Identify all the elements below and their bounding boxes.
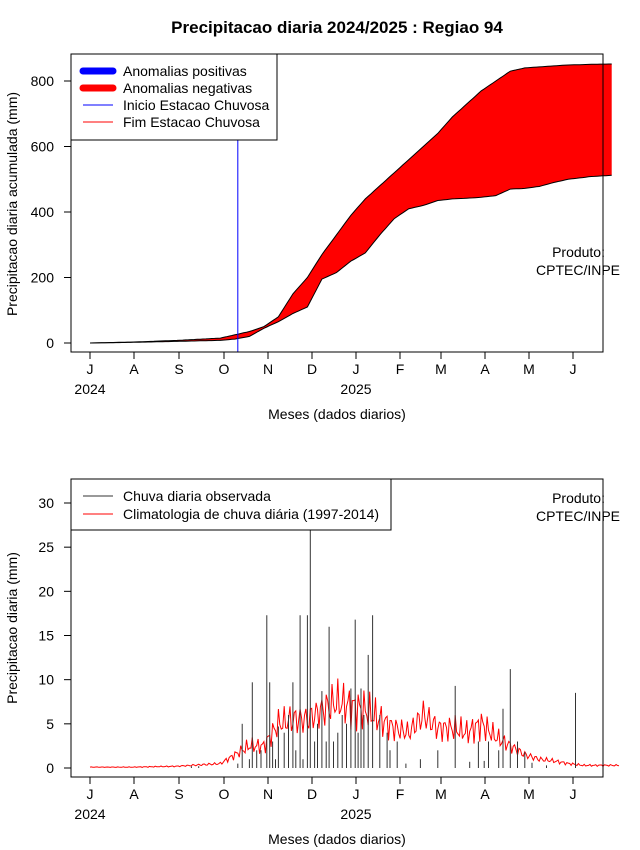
bottom-x-tick-label: J	[87, 786, 94, 802]
legend-label-end: Fim Estacao Chuvosa	[123, 114, 260, 130]
top-year-label: 2024	[74, 381, 105, 397]
top-y-axis-label: Precipitacao diaria acumulada (mm)	[4, 92, 20, 316]
top-chart-title: Precipitacao diaria 2024/2025 : Regiao 9…	[171, 18, 503, 37]
legend-label-start: Inicio Estacao Chuvosa	[123, 97, 270, 113]
top-product-source: CPTEC/INPE	[536, 262, 620, 278]
bottom-x-tick-label: M	[523, 786, 535, 802]
bottom-x-tick-label: F	[396, 786, 405, 802]
bottom-y-tick-label: 25	[38, 539, 54, 555]
top-x-tick-label: S	[174, 361, 183, 377]
top-x-tick-label: J	[353, 361, 360, 377]
bottom-y-tick-label: 5	[46, 716, 54, 732]
climatology-accumulated-line	[89, 63, 612, 344]
bottom-year-label: 2025	[340, 806, 371, 822]
bottom-x-tick-label: A	[480, 786, 490, 802]
top-y-axis: 0 200 400 600 800	[31, 73, 72, 351]
top-x-tick-label: A	[129, 361, 139, 377]
top-y-tick-label: 600	[31, 139, 55, 155]
top-legend: Anomalias positivas Anomalias negativas …	[70, 53, 278, 141]
top-x-tick-label: O	[219, 361, 230, 377]
top-x-tick-label: M	[523, 361, 535, 377]
bottom-y-tick-label: 30	[38, 495, 54, 511]
bottom-y-tick-label: 20	[38, 583, 54, 599]
top-y-tick-label: 400	[31, 204, 55, 220]
top-y-tick-label: 800	[31, 73, 55, 89]
climatology-daily-line	[89, 678, 620, 768]
top-x-axis: J A S O N D J F M A M J 2024 2025	[74, 351, 577, 397]
bottom-plot-area	[89, 529, 620, 768]
bottom-product-label: Produto:	[552, 490, 605, 506]
bottom-x-tick-label: A	[129, 786, 139, 802]
bottom-y-tick-label: 10	[38, 672, 54, 688]
bottom-product-source: CPTEC/INPE	[536, 508, 620, 524]
bottom-y-axis: 0 5 10 15 20 25 30	[38, 495, 72, 776]
bottom-x-tick-label: J	[353, 786, 360, 802]
top-x-tick-label: N	[263, 361, 273, 377]
top-x-tick-label: J	[570, 361, 577, 377]
bottom-x-axis-label: Meses (dados diarios)	[268, 831, 406, 847]
negative-anomaly-area	[90, 64, 612, 343]
observed-accumulated-line	[90, 174, 612, 344]
top-x-tick-label: M	[435, 361, 447, 377]
top-plot-area	[89, 63, 612, 352]
bottom-y-axis-label: Precipitacao diaria (mm)	[4, 552, 20, 704]
top-panel: Precipitacao diaria 2024/2025 : Regiao 9…	[4, 18, 620, 422]
top-y-tick-label: 0	[46, 335, 54, 351]
legend-label-climatology: Climatologia de chuva diária (1997-2014)	[123, 506, 379, 522]
bottom-y-tick-label: 15	[38, 628, 54, 644]
bottom-legend-box	[70, 478, 392, 531]
bottom-x-tick-label: O	[219, 786, 230, 802]
bottom-year-label: 2024	[74, 806, 105, 822]
bottom-x-tick-label: J	[570, 786, 577, 802]
legend-label-negative: Anomalias negativas	[123, 80, 252, 96]
bottom-y-tick-label: 0	[46, 760, 54, 776]
bottom-x-tick-label: S	[174, 786, 183, 802]
top-x-tick-label: D	[307, 361, 317, 377]
top-product-label: Produto:	[552, 244, 605, 260]
bottom-legend: Chuva diaria observada Climatologia de c…	[70, 478, 392, 531]
bottom-x-axis: J A S O N D J F M A M J 2024 2025	[74, 776, 577, 822]
bottom-x-tick-label: N	[263, 786, 273, 802]
top-x-tick-label: J	[87, 361, 94, 377]
legend-label-positive: Anomalias positivas	[123, 63, 247, 79]
top-year-label: 2025	[340, 381, 371, 397]
legend-label-observed: Chuva diaria observada	[123, 488, 271, 504]
top-y-tick-label: 200	[31, 270, 55, 286]
bottom-x-tick-label: M	[435, 786, 447, 802]
bottom-x-tick-label: D	[307, 786, 317, 802]
top-x-axis-label: Meses (dados diarios)	[268, 406, 406, 422]
top-x-tick-label: F	[396, 361, 405, 377]
top-x-tick-label: A	[480, 361, 490, 377]
